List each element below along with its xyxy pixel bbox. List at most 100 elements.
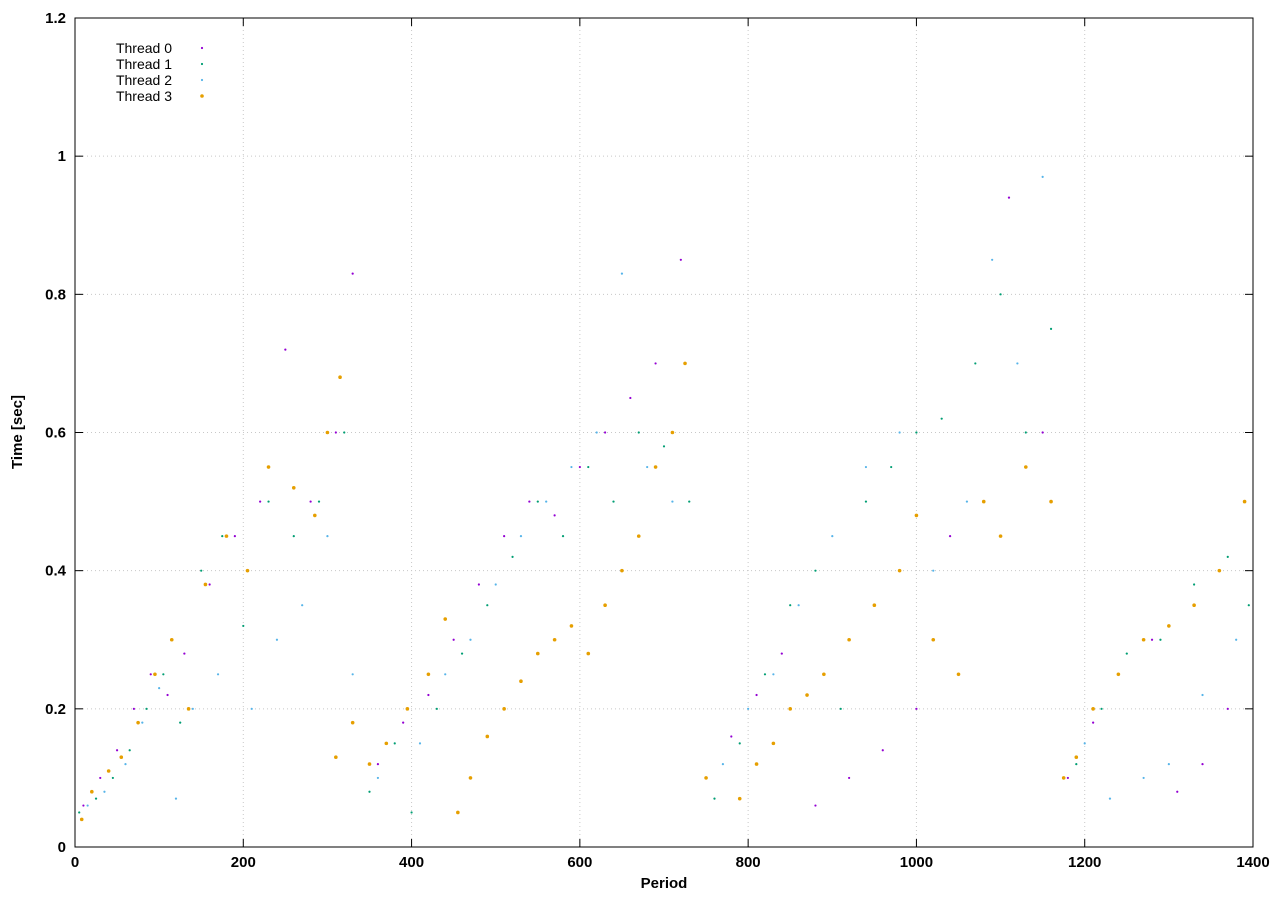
data-point bbox=[670, 430, 675, 435]
data-point bbox=[1247, 604, 1250, 607]
data-point bbox=[292, 535, 295, 538]
data-point bbox=[485, 734, 490, 739]
x-axis-label: Period bbox=[641, 875, 688, 892]
data-point bbox=[797, 604, 800, 607]
data-point bbox=[468, 776, 473, 780]
data-point bbox=[637, 431, 640, 434]
data-point bbox=[688, 500, 691, 503]
data-point bbox=[325, 430, 330, 435]
data-point bbox=[250, 707, 253, 710]
data-point bbox=[1066, 776, 1069, 780]
data-point bbox=[662, 445, 666, 448]
data-point bbox=[999, 293, 1002, 296]
data-point bbox=[233, 535, 236, 538]
data-point bbox=[444, 673, 447, 676]
data-point bbox=[376, 763, 380, 766]
data-point bbox=[788, 707, 793, 711]
data-point bbox=[814, 804, 817, 807]
data-point bbox=[1024, 465, 1028, 469]
data-point bbox=[179, 721, 182, 724]
data-point bbox=[111, 776, 114, 780]
data-point bbox=[991, 258, 994, 261]
data-point bbox=[405, 707, 410, 711]
legend-marker bbox=[200, 46, 204, 50]
data-point bbox=[82, 804, 85, 807]
data-point bbox=[1150, 638, 1154, 641]
data-point bbox=[1116, 672, 1121, 677]
data-point bbox=[418, 742, 422, 745]
data-point bbox=[469, 638, 472, 641]
data-point bbox=[90, 789, 94, 794]
data-point bbox=[864, 500, 868, 503]
data-point bbox=[528, 500, 531, 503]
data-point bbox=[124, 763, 127, 766]
data-point bbox=[402, 721, 405, 724]
data-point bbox=[174, 797, 178, 800]
data-point bbox=[586, 651, 591, 656]
data-point bbox=[313, 513, 317, 518]
data-point bbox=[914, 513, 919, 518]
data-point bbox=[535, 651, 540, 656]
y-tick-label: 0.2 bbox=[45, 701, 66, 718]
x-tick-label: 200 bbox=[231, 854, 256, 871]
data-point bbox=[713, 797, 716, 800]
data-point bbox=[1074, 755, 1079, 759]
data-point bbox=[169, 637, 174, 642]
data-point bbox=[730, 735, 733, 738]
plot-frame bbox=[74, 17, 1254, 848]
data-point bbox=[915, 431, 918, 434]
data-point bbox=[216, 673, 220, 676]
data-point bbox=[426, 672, 431, 677]
data-point bbox=[1201, 763, 1204, 766]
data-point bbox=[932, 569, 935, 572]
data-point bbox=[864, 465, 868, 469]
data-point bbox=[186, 707, 191, 711]
data-point bbox=[384, 741, 389, 746]
data-point bbox=[119, 755, 124, 759]
data-point bbox=[145, 707, 148, 710]
data-point bbox=[553, 514, 556, 517]
data-point bbox=[368, 790, 371, 793]
data-point bbox=[79, 817, 84, 822]
data-point bbox=[1075, 763, 1078, 766]
data-point bbox=[1159, 638, 1162, 641]
data-point bbox=[1141, 637, 1146, 642]
data-point bbox=[737, 796, 742, 801]
legend-label: Thread 3 bbox=[116, 88, 172, 104]
data-point bbox=[897, 568, 902, 573]
data-point bbox=[511, 555, 514, 558]
data-point bbox=[1108, 797, 1112, 800]
x-tick-label: 1000 bbox=[900, 854, 933, 871]
data-point bbox=[780, 652, 783, 655]
data-point bbox=[132, 707, 135, 710]
data-point bbox=[831, 535, 834, 538]
data-point bbox=[494, 583, 497, 586]
data-point bbox=[259, 500, 262, 503]
data-point bbox=[629, 396, 632, 400]
x-tick-label: 800 bbox=[736, 854, 761, 871]
data-point bbox=[890, 465, 893, 469]
data-point bbox=[940, 417, 943, 420]
data-point bbox=[435, 707, 438, 710]
data-point bbox=[814, 569, 817, 572]
data-point bbox=[452, 638, 455, 641]
data-point bbox=[1016, 362, 1019, 365]
data-point bbox=[338, 375, 342, 380]
data-point bbox=[334, 755, 338, 759]
data-point bbox=[350, 720, 355, 725]
data-point bbox=[519, 679, 523, 683]
y-tick-label: 0 bbox=[58, 839, 66, 856]
data-point bbox=[604, 431, 607, 434]
data-point bbox=[317, 500, 321, 503]
data-point bbox=[671, 500, 674, 503]
legend-marker bbox=[200, 78, 204, 82]
data-point bbox=[200, 569, 203, 572]
data-point bbox=[94, 797, 98, 800]
data-point bbox=[956, 672, 961, 677]
legend-label: Thread 1 bbox=[116, 56, 172, 72]
data-point bbox=[646, 465, 649, 469]
data-point bbox=[267, 500, 270, 503]
data-point bbox=[612, 500, 615, 503]
data-point bbox=[822, 672, 826, 677]
